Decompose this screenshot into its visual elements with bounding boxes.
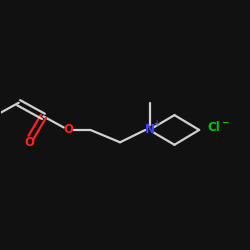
Text: O: O	[25, 136, 35, 149]
Text: Cl: Cl	[208, 121, 220, 134]
Text: −: −	[222, 118, 229, 127]
Text: O: O	[63, 124, 73, 136]
Text: +: +	[154, 118, 160, 128]
Text: N: N	[145, 124, 155, 136]
